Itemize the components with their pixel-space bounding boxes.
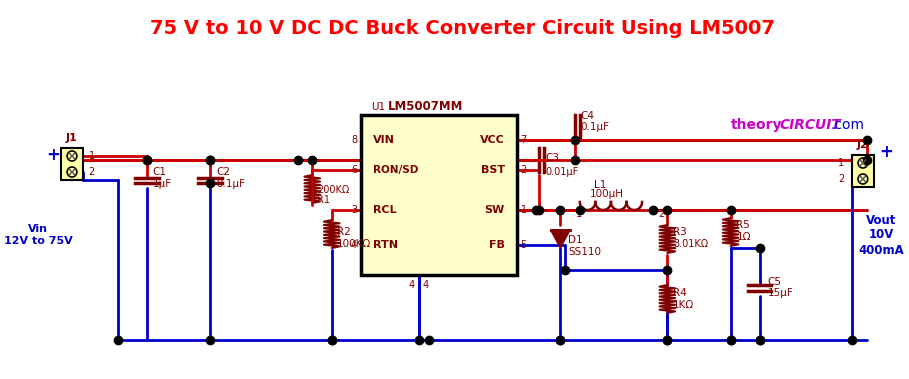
Text: RON/SD: RON/SD	[373, 165, 418, 175]
Text: +: +	[46, 146, 60, 164]
Text: 4: 4	[408, 280, 415, 290]
Text: C2: C2	[216, 167, 230, 177]
Text: 15µF: 15µF	[767, 288, 794, 298]
Circle shape	[67, 151, 77, 161]
Text: 100µH: 100µH	[590, 189, 624, 199]
Text: 1: 1	[576, 209, 582, 219]
Text: 1: 1	[521, 205, 526, 215]
Circle shape	[858, 174, 868, 184]
Text: U1: U1	[371, 102, 385, 112]
Text: 2: 2	[659, 209, 664, 219]
Text: J1: J1	[66, 133, 78, 143]
Text: L1: L1	[594, 180, 607, 190]
Circle shape	[858, 158, 868, 168]
Text: LM5007MM: LM5007MM	[388, 100, 464, 113]
Text: VIN: VIN	[373, 135, 395, 145]
Text: 4: 4	[351, 240, 357, 250]
Text: SW: SW	[484, 205, 504, 215]
Text: 0.1µF: 0.1µF	[216, 179, 245, 189]
FancyBboxPatch shape	[61, 148, 83, 180]
Text: 8: 8	[351, 135, 357, 145]
Text: theory: theory	[731, 118, 782, 132]
Text: 1: 1	[838, 158, 844, 168]
Text: CIRCUIT: CIRCUIT	[779, 118, 841, 132]
Text: 3.01KΩ: 3.01KΩ	[674, 239, 708, 249]
Text: 5: 5	[521, 240, 526, 250]
Circle shape	[67, 167, 77, 177]
Text: C3: C3	[545, 153, 560, 163]
Text: 7: 7	[521, 135, 526, 145]
Text: 100KΩ: 100KΩ	[336, 239, 371, 249]
Text: 0.01µF: 0.01µF	[545, 167, 579, 177]
FancyBboxPatch shape	[853, 155, 874, 187]
Text: C1: C1	[153, 167, 166, 177]
Text: 1µF: 1µF	[153, 179, 172, 189]
Text: 1KΩ: 1KΩ	[674, 300, 694, 310]
FancyBboxPatch shape	[361, 115, 516, 275]
Text: 6: 6	[351, 165, 357, 175]
Text: Vin
12V to 75V: Vin 12V to 75V	[4, 224, 73, 246]
Text: R4: R4	[674, 288, 687, 298]
Text: 1: 1	[88, 151, 95, 161]
Text: R2: R2	[336, 227, 350, 237]
Text: J2: J2	[857, 140, 869, 150]
Text: .com: .com	[831, 118, 864, 132]
Text: FB: FB	[489, 240, 504, 250]
Text: RTN: RTN	[373, 240, 397, 250]
Text: D1: D1	[568, 235, 583, 245]
Text: R3: R3	[674, 227, 687, 237]
Text: Vout
10V
400mA: Vout 10V 400mA	[858, 213, 904, 257]
Text: VCC: VCC	[480, 135, 504, 145]
Text: RCL: RCL	[373, 205, 396, 215]
Text: SS110: SS110	[568, 247, 601, 257]
Text: +: +	[879, 143, 894, 161]
Text: 3: 3	[351, 205, 357, 215]
Text: 0.1µF: 0.1µF	[581, 122, 610, 132]
Text: R1: R1	[317, 195, 330, 205]
Text: 1Ω: 1Ω	[736, 232, 751, 242]
Text: R5: R5	[736, 220, 750, 230]
Text: 200KΩ: 200KΩ	[317, 185, 349, 195]
Text: 4: 4	[422, 280, 428, 290]
Text: 2: 2	[88, 167, 95, 177]
Text: 2: 2	[838, 174, 844, 184]
Text: 2: 2	[521, 165, 526, 175]
Text: 75 V to 10 V DC DC Buck Converter Circuit Using LM5007: 75 V to 10 V DC DC Buck Converter Circui…	[150, 19, 774, 38]
Polygon shape	[551, 230, 570, 248]
Text: BST: BST	[481, 165, 504, 175]
Text: C4: C4	[581, 111, 594, 121]
Text: C5: C5	[767, 277, 782, 287]
